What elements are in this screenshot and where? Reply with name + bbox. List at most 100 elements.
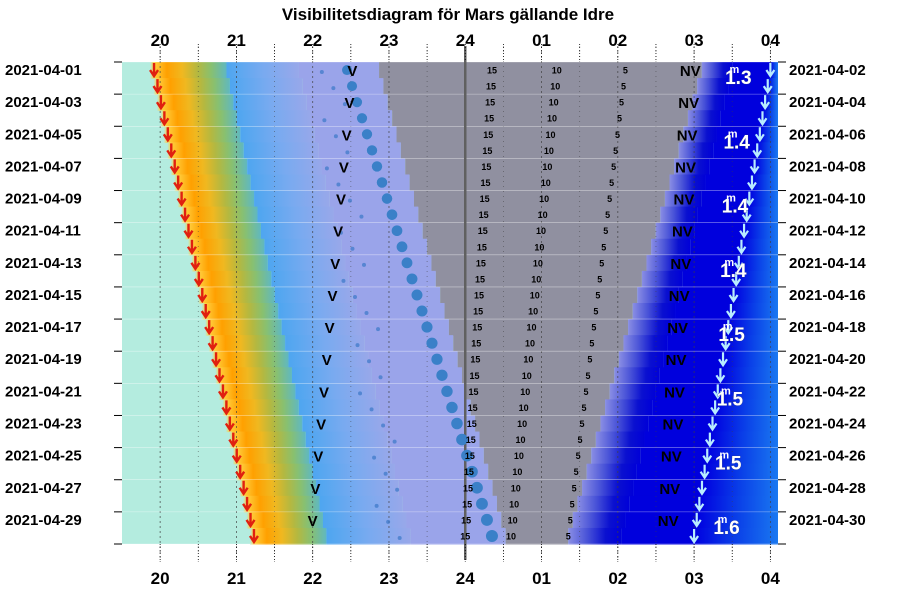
date-labels-left: 2021-04-01 2021-04-03 2021-04-05 2021-04-07… bbox=[5, 62, 82, 529]
day-band bbox=[181, 206, 778, 224]
morning-twilight bbox=[669, 174, 706, 192]
v-direction-label: V bbox=[322, 352, 332, 369]
sunrise-arrow bbox=[720, 336, 731, 352]
evening-twilight bbox=[254, 190, 330, 208]
mars-transit-point bbox=[431, 353, 443, 365]
day-band bbox=[239, 479, 778, 497]
morning-twilight bbox=[628, 319, 672, 336]
sunset-arrow bbox=[224, 416, 235, 432]
altitude-label: 15 bbox=[471, 339, 481, 349]
night bbox=[492, 479, 583, 497]
v-direction-label: V bbox=[316, 417, 326, 434]
sunset-arrow bbox=[149, 63, 160, 79]
magnitude-unit: m bbox=[723, 321, 733, 333]
day-band bbox=[212, 351, 778, 368]
day-band bbox=[218, 383, 778, 400]
altitude-label: 10 bbox=[542, 162, 552, 172]
hour-tick-label: 21 bbox=[227, 569, 246, 588]
altitude-label: 15 bbox=[480, 194, 490, 204]
star-point bbox=[364, 311, 369, 316]
sunset-arrow bbox=[193, 271, 204, 288]
hour-tick-label: 23 bbox=[380, 31, 399, 50]
deep-twilight bbox=[636, 463, 705, 481]
sunrise-arrow bbox=[739, 223, 749, 239]
mars-transit-point bbox=[426, 337, 438, 349]
night bbox=[396, 126, 684, 143]
date-label-left: 2021-04-27 bbox=[5, 480, 82, 497]
sunset-arrow bbox=[211, 352, 222, 368]
evening-nautical bbox=[302, 78, 384, 95]
mars-transit-point bbox=[416, 305, 428, 317]
dawn bbox=[759, 126, 778, 143]
sunset-glow bbox=[215, 367, 292, 384]
evening-nautical bbox=[402, 495, 497, 513]
morning-twilight bbox=[687, 110, 721, 127]
night bbox=[392, 110, 688, 127]
morning-twilight bbox=[637, 286, 679, 304]
hour-tick-label: 20 bbox=[151, 569, 170, 588]
day-band bbox=[208, 335, 778, 352]
evening-nautical bbox=[318, 142, 401, 159]
altitude-label: 10 bbox=[544, 146, 554, 156]
evening-twilight bbox=[236, 110, 311, 127]
night bbox=[457, 351, 619, 368]
v-direction-label: V bbox=[330, 256, 340, 273]
mars-transit-point bbox=[461, 449, 473, 462]
night bbox=[448, 319, 629, 336]
altitude-label: 10 bbox=[552, 66, 562, 76]
star-point bbox=[386, 519, 391, 524]
nv-direction-label: NV bbox=[677, 127, 698, 144]
nv-direction-label: NV bbox=[672, 224, 693, 241]
sunrise-arrow bbox=[741, 207, 752, 223]
evening-twilight bbox=[288, 351, 369, 368]
altitude-label: 10 bbox=[528, 307, 538, 317]
date-label-left: 2021-04-07 bbox=[5, 158, 82, 175]
deep-twilight bbox=[713, 142, 758, 159]
date-label-left: 2021-04-03 bbox=[5, 94, 82, 111]
altitude-label: 5 bbox=[603, 226, 608, 236]
mars-transit-point bbox=[401, 257, 413, 269]
sunset-arrow bbox=[231, 448, 242, 464]
v-direction-label: V bbox=[339, 159, 349, 176]
deep-twilight bbox=[663, 351, 724, 368]
evening-nautical bbox=[341, 238, 428, 256]
altitude-label: 15 bbox=[487, 66, 497, 76]
date-label-right: 2021-04-06 bbox=[789, 126, 866, 143]
date-label-left: 2021-04-17 bbox=[5, 319, 82, 336]
sunrise-arrow bbox=[707, 416, 718, 432]
morning-twilight bbox=[660, 206, 698, 224]
sunset-glow bbox=[218, 383, 296, 400]
daylight-bands bbox=[122, 62, 778, 545]
morning-twilight bbox=[632, 303, 676, 320]
morning-twilight bbox=[651, 238, 691, 256]
magnitude-label: 1.6 bbox=[713, 518, 739, 539]
altitude-label: 5 bbox=[619, 98, 624, 108]
sunset-glow bbox=[249, 527, 327, 545]
day-band bbox=[201, 303, 778, 320]
day-band bbox=[163, 126, 778, 143]
altitude-label: 10 bbox=[541, 178, 551, 188]
magnitude-unit: m bbox=[719, 450, 729, 462]
hour-tick-label: 02 bbox=[608, 569, 627, 588]
sunrise-arrow bbox=[762, 79, 773, 95]
evening-twilight bbox=[316, 479, 399, 497]
evening-nautical bbox=[364, 335, 454, 352]
sunset-arrow bbox=[166, 143, 177, 159]
sunset-glow bbox=[187, 238, 265, 256]
hour-tick-label: 22 bbox=[303, 569, 322, 588]
star-point bbox=[369, 407, 374, 412]
deep-twilight bbox=[690, 238, 742, 256]
magnitude-label: 1.5 bbox=[717, 389, 744, 410]
day-band bbox=[177, 190, 778, 208]
star-point bbox=[355, 343, 360, 348]
v-direction-label: V bbox=[310, 481, 320, 498]
sunset-arrow bbox=[238, 480, 249, 496]
altitude-label: 5 bbox=[585, 371, 590, 381]
sunset-glow bbox=[167, 142, 244, 159]
night bbox=[466, 383, 610, 400]
sunset-glow bbox=[246, 511, 323, 529]
star-point bbox=[359, 214, 364, 219]
evening-nautical bbox=[371, 367, 463, 384]
sunset-glow bbox=[201, 303, 279, 320]
day-band bbox=[215, 367, 778, 384]
